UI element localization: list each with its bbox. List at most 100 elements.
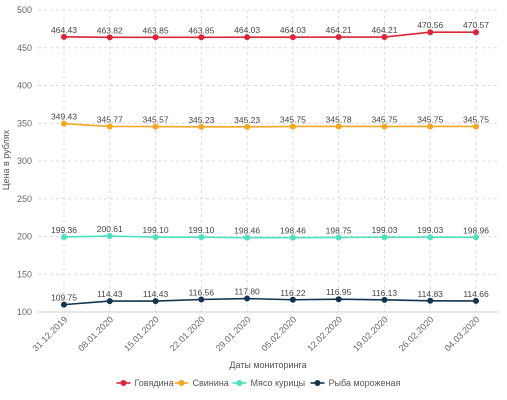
data-point [427, 123, 434, 130]
data-label: 464.03 [280, 25, 306, 35]
data-point [427, 297, 434, 304]
data-label: 200.61 [97, 224, 123, 234]
data-label: 198.46 [234, 226, 260, 236]
data-label: 464.03 [234, 25, 260, 35]
legend-label: Говядина [135, 378, 174, 388]
data-point [106, 298, 113, 305]
data-label: 345.78 [326, 114, 352, 124]
data-point [244, 123, 251, 130]
x-tick-label: 31.12.2019 [30, 314, 69, 353]
data-point [289, 34, 296, 41]
data-label: 116.56 [189, 287, 215, 297]
data-point [427, 29, 434, 36]
data-point [61, 301, 67, 308]
x-axis-title: Даты мониторинга [229, 360, 306, 370]
data-point [381, 34, 388, 41]
y-tick-label: 150 [17, 269, 32, 279]
data-label: 464.43 [51, 25, 77, 35]
data-label: 464.21 [371, 25, 397, 35]
data-point [106, 233, 113, 240]
data-label: 116.95 [326, 287, 352, 297]
data-label: 198.46 [280, 226, 306, 236]
data-label: 463.82 [97, 25, 123, 35]
y-tick-label: 100 [17, 307, 32, 317]
data-point [473, 29, 479, 36]
data-point [198, 123, 205, 130]
data-point [152, 123, 159, 130]
data-label: 199.36 [51, 225, 77, 235]
data-point [289, 296, 296, 303]
data-point [152, 234, 159, 241]
data-point [473, 234, 479, 241]
legend-label: Рыба мороженая [329, 378, 401, 388]
x-tick-label: 26.02.2020 [397, 314, 436, 353]
y-tick-label: 450 [17, 43, 32, 53]
x-tick-label: 29.01.2020 [214, 314, 253, 353]
legend-marker [120, 380, 127, 386]
data-label: 464.21 [326, 25, 352, 35]
legend-marker [178, 380, 185, 386]
data-point [198, 34, 205, 41]
y-axis-title: Цена в рублях [1, 129, 11, 190]
data-point [473, 297, 479, 304]
legend: Говядина Свинина Мясо курицы Рыба мороженая [116, 378, 401, 388]
grid [38, 9, 498, 313]
data-label: 345.75 [463, 114, 489, 124]
data-label: 109.75 [51, 293, 77, 303]
data-point [335, 234, 342, 241]
x-tick-label: 05.02.2020 [259, 314, 298, 353]
data-label: 117.80 [234, 287, 260, 297]
data-point [289, 123, 296, 130]
legend-label: Мясо курицы [251, 378, 306, 388]
data-label: 345.75 [417, 114, 443, 124]
data-point [473, 123, 479, 130]
data-point [152, 298, 159, 305]
data-label: 114.43 [97, 289, 123, 299]
x-tick-label: 15.01.2020 [122, 314, 161, 353]
data-label: 199.10 [188, 225, 214, 235]
data-point [152, 34, 159, 41]
data-label: 114.83 [418, 289, 444, 299]
data-point [427, 234, 434, 241]
data-label: 116.22 [280, 288, 306, 298]
data-label: 198.96 [463, 225, 489, 235]
data-label: 463.85 [143, 25, 169, 35]
data-label: 199.03 [371, 225, 397, 235]
data-point [335, 123, 342, 130]
y-axis: 100 150 200 250 300 350 400 450 500 [17, 5, 32, 317]
data-point [106, 34, 113, 41]
y-tick-label: 400 [17, 81, 32, 91]
data-label: 463.85 [188, 25, 214, 35]
data-label: 345.23 [234, 115, 260, 125]
data-label: 116.13 [372, 288, 398, 298]
data-label: 199.03 [417, 225, 443, 235]
data-point [244, 295, 251, 302]
data-point [381, 123, 388, 130]
data-label: 345.75 [371, 114, 397, 124]
data-label: 198.75 [326, 225, 352, 235]
data-point [244, 34, 251, 41]
data-label: 470.57 [463, 20, 489, 30]
series-line [63, 122, 476, 128]
data-point [198, 234, 205, 241]
data-label: 345.23 [188, 115, 214, 125]
data-point [381, 234, 388, 241]
data-label: 349.43 [51, 112, 77, 122]
y-tick-label: 250 [17, 194, 32, 204]
legend-label: Свинина [193, 378, 229, 388]
legend-marker [314, 380, 321, 386]
data-label: 114.43 [143, 289, 169, 299]
legend-marker [236, 380, 243, 386]
x-tick-label: 08.01.2020 [76, 314, 115, 353]
y-tick-label: 350 [17, 118, 32, 128]
x-tick-label: 12.02.2020 [305, 314, 344, 353]
x-axis: 31.12.2019 08.01.2020 15.01.2020 22.01.2020… [30, 311, 498, 353]
x-tick-label: 22.01.2020 [168, 314, 207, 353]
data-point [61, 233, 67, 240]
x-tick-label: 04.03.2020 [442, 314, 481, 353]
data-label: 345.75 [280, 114, 306, 124]
data-point [335, 34, 342, 41]
data-point [335, 296, 342, 303]
